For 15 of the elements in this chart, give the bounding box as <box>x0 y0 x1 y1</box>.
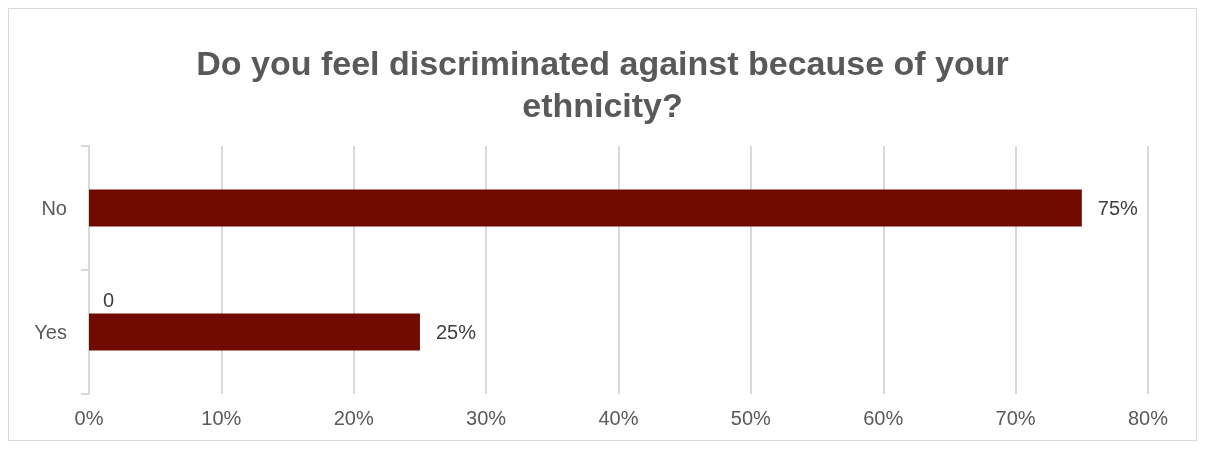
x-tick-label: 0% <box>74 407 104 429</box>
x-tick-label: 20% <box>333 407 374 429</box>
x-tick-label: 80% <box>1127 407 1169 429</box>
data-label: 75% <box>1097 197 1139 219</box>
annotation: 0 <box>103 289 115 311</box>
y-tick-label: No <box>41 197 67 219</box>
chart-title: Do you feel discriminated against because of your ethnicity? <box>196 44 1009 124</box>
x-tick-label: 50% <box>730 407 772 429</box>
x-tick-label: 10% <box>201 407 242 429</box>
x-tick-label: 70% <box>995 407 1036 429</box>
x-tick-label: 30% <box>466 407 507 429</box>
data-label: 25% <box>435 321 477 343</box>
x-tick-label: 40% <box>598 407 639 429</box>
y-tick-label: Yes <box>34 321 67 343</box>
x-tick-label: 60% <box>863 407 904 429</box>
